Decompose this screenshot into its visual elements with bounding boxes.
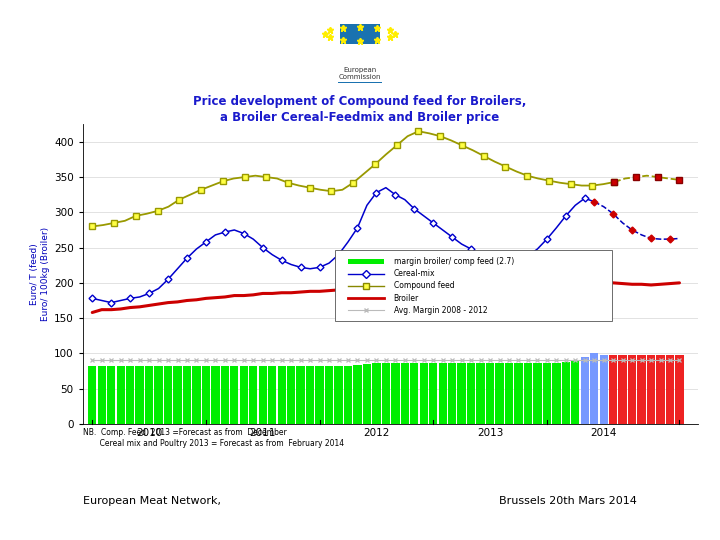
Text: European
Commission: European Commission (338, 67, 382, 80)
Bar (523, 362, 532, 424)
FancyBboxPatch shape (336, 250, 612, 321)
Bar (117, 366, 125, 424)
Text: margin broiler/ comp feed (2.7): margin broiler/ comp feed (2.7) (394, 257, 514, 266)
Bar (666, 355, 674, 424)
Bar (420, 362, 428, 424)
Bar (675, 355, 683, 424)
Bar (344, 366, 352, 424)
Bar (457, 362, 466, 424)
Bar (183, 366, 191, 424)
Bar (637, 355, 646, 424)
Bar (192, 366, 201, 424)
Bar (410, 362, 418, 424)
Bar (647, 355, 655, 424)
FancyBboxPatch shape (340, 24, 380, 44)
Y-axis label: Euro/ T (feed)
Euro/ 100kg (Broiler): Euro/ T (feed) Euro/ 100kg (Broiler) (30, 227, 50, 321)
Bar (552, 362, 560, 424)
Bar (174, 366, 181, 424)
Bar (400, 362, 409, 424)
Bar (354, 364, 361, 424)
Bar (325, 366, 333, 424)
Bar (268, 366, 276, 424)
Bar (372, 363, 381, 424)
Bar (477, 362, 485, 424)
Bar (600, 355, 608, 424)
Text: Cereal-mix: Cereal-mix (394, 269, 435, 278)
Bar (505, 362, 513, 424)
Bar (221, 366, 229, 424)
Bar (590, 353, 598, 424)
Bar (514, 362, 523, 424)
Bar (429, 362, 437, 424)
Text: Compound feed: Compound feed (394, 281, 454, 291)
Bar (467, 362, 475, 424)
Text: Broiler: Broiler (394, 294, 419, 302)
Text: NB.  Comp. Feed  2013 =Forecast as from  December
       Cereal mix and Poultry : NB. Comp. Feed 2013 =Forecast as from De… (83, 428, 344, 449)
Bar (486, 362, 494, 424)
Bar (202, 366, 210, 424)
Text: 29: 29 (351, 515, 369, 529)
Bar (240, 366, 248, 424)
Bar (211, 366, 220, 424)
Bar (609, 355, 617, 424)
Bar (287, 366, 295, 424)
Bar (98, 366, 106, 424)
Text: Brussels 20th Mars 2014: Brussels 20th Mars 2014 (500, 496, 637, 506)
Bar (315, 366, 324, 424)
Bar (230, 366, 238, 424)
Bar (348, 259, 384, 264)
Bar (391, 362, 400, 424)
Bar (135, 366, 144, 424)
Bar (571, 360, 580, 424)
Bar (88, 366, 96, 424)
Bar (297, 366, 305, 424)
Bar (334, 366, 343, 424)
Bar (534, 362, 541, 424)
Bar (628, 355, 636, 424)
Bar (618, 355, 627, 424)
Text: Avg. Margin 2008 - 2012: Avg. Margin 2008 - 2012 (394, 306, 487, 315)
Bar (438, 362, 447, 424)
Bar (580, 357, 589, 424)
Bar (249, 366, 258, 424)
Bar (338, 82, 382, 83)
Bar (258, 366, 267, 424)
Text: Price development of Compound feed for Broilers,
a Broiler Cereal-Feedmix and Br: Price development of Compound feed for B… (193, 94, 527, 125)
Bar (306, 366, 314, 424)
Bar (154, 366, 163, 424)
Bar (126, 366, 135, 424)
Text: European Meat Network,: European Meat Network, (83, 496, 221, 506)
Bar (543, 362, 551, 424)
Bar (448, 362, 456, 424)
Bar (164, 366, 172, 424)
Bar (363, 364, 371, 424)
Bar (145, 366, 153, 424)
Bar (562, 362, 570, 424)
Bar (495, 362, 504, 424)
Bar (657, 355, 665, 424)
Bar (277, 366, 286, 424)
Bar (107, 366, 115, 424)
Bar (382, 362, 390, 424)
